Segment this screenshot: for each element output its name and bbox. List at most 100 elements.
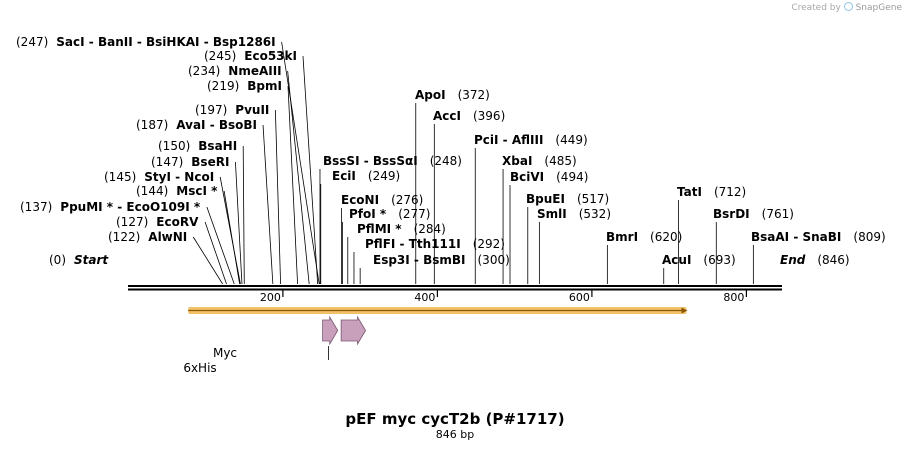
site-position-xbai: (485) <box>544 154 576 168</box>
site-label-smli: SmlI (532) <box>537 207 611 221</box>
site-position-ppumi: (137) <box>20 200 52 214</box>
site-position-nmeaiii: (234) <box>188 64 220 78</box>
site-position-acci: (396) <box>473 109 505 123</box>
site-label-xbai: XbaI (485) <box>502 154 577 168</box>
site-label-bsaai: BsaAI - SnaBI (809) <box>751 230 886 244</box>
enzyme-name: BssSαI <box>373 154 418 168</box>
enzyme-name: BsaAI <box>751 230 789 244</box>
label-separator: - <box>206 118 219 132</box>
orf-arrow <box>188 307 688 314</box>
enzyme-name: BsoBI <box>219 118 257 132</box>
enzyme-name: PpuMI * <box>60 200 114 214</box>
site-label-esp3i: Esp3I - BsmBI (300) <box>373 253 510 267</box>
site-position-bmri: (620) <box>650 230 682 244</box>
site-position-apoi: (372) <box>458 88 490 102</box>
site-label-pfoi: PfoI * (277) <box>349 207 430 221</box>
cut-line-alwni <box>192 236 223 285</box>
site-position-pcii: (449) <box>555 133 587 147</box>
label-separator: - <box>395 237 408 251</box>
site-label-ecii: EciI (249) <box>332 169 400 183</box>
site-label-pflfi: PflFI - Tth111I (292) <box>365 237 505 251</box>
site-position-eco53ki: (245) <box>204 49 236 63</box>
snapgene-logo-icon <box>843 2 853 11</box>
feature-label-6xhis: 6xHis <box>183 361 216 375</box>
site-position-bsrdi: (761) <box>762 207 794 221</box>
site-label-apoi: ApoI (372) <box>415 88 490 102</box>
site-label-pflmi: PflMI * (284) <box>357 222 446 236</box>
enzyme-name: XbaI <box>502 154 532 168</box>
site-label-bsrdi: BsrDI (761) <box>713 207 794 221</box>
site-label-bsahi: (150) BsaHI <box>158 139 237 153</box>
feature-myc-arrow <box>340 315 367 346</box>
site-label-bsssi: BssSI - BssSαI (248) <box>323 154 462 168</box>
cut-line-bpmi <box>287 85 298 285</box>
ruler-ticks: 200 400 600 800 <box>260 290 748 304</box>
site-label-end: End (846) <box>780 253 850 267</box>
sequence-length: 846 bp <box>436 428 474 441</box>
enzyme-name: TatI <box>677 185 702 199</box>
enzyme-name: SmlI <box>537 207 567 221</box>
cut-line-ppumi <box>206 206 235 285</box>
enzyme-name: AccI <box>433 109 461 123</box>
site-label-acci: AccI (396) <box>433 109 505 123</box>
site-position-start: (0) <box>49 253 66 267</box>
site-position-pflfi: (292) <box>473 237 505 251</box>
enzyme-name: BpuEI <box>526 192 565 206</box>
enzyme-name: EcoNI <box>341 193 379 207</box>
cut-site-lines <box>192 41 754 285</box>
site-label-styi: (145) StyI - NcoI <box>104 170 214 184</box>
cut-line-eco53ki <box>302 55 319 285</box>
label-separator: - <box>113 200 126 214</box>
enzyme-name: BpmI <box>247 79 282 93</box>
enzyme-name: BseRI <box>191 155 229 169</box>
enzyme-name: PflFI <box>365 237 395 251</box>
site-label-ecorv: (127) EcoRV <box>116 215 199 229</box>
enzyme-name: AcuI <box>662 253 691 267</box>
enzyme-name: Esp3I <box>373 253 410 267</box>
enzyme-name: EcoRV <box>156 215 199 229</box>
enzyme-name: SnaBI <box>802 230 841 244</box>
site-position-acui: (693) <box>703 253 735 267</box>
enzyme-name: Start <box>74 253 109 267</box>
site-position-bsahi: (150) <box>158 139 190 153</box>
site-position-bcivi: (494) <box>556 170 588 184</box>
label-separator: - <box>499 133 512 147</box>
site-label-nmeaiii: (234) NmeAIII <box>188 64 282 78</box>
enzyme-name: PfoI * <box>349 207 387 221</box>
enzyme-name: MscI * <box>176 184 218 198</box>
site-position-pflmi: (284) <box>414 222 446 236</box>
cut-site-labels: (0) Start (122) AlwNI(127) EcoRV (137) PpuMI *… <box>16 35 886 267</box>
cut-line-ecorv <box>204 221 227 285</box>
site-position-smli: (532) <box>579 207 611 221</box>
enzyme-name: EciI <box>332 169 356 183</box>
site-label-bpuei: BpuEI (517) <box>526 192 609 206</box>
backbone-lower-strand <box>128 288 782 291</box>
site-position-alwni: (122) <box>108 230 140 244</box>
site-label-start: (0) Start <box>49 253 109 267</box>
site-position-saci: (247) <box>16 35 48 49</box>
map-title: pEF myc cycT2b (P#1717) <box>345 410 564 428</box>
cut-line-bseri <box>235 161 243 285</box>
site-position-msci: (144) <box>136 184 168 198</box>
enzyme-name: NcoI <box>184 170 214 184</box>
site-position-avai: (187) <box>136 118 168 132</box>
site-label-avai: (187) AvaI - BsoBI <box>136 118 257 132</box>
site-position-styi: (145) <box>104 170 136 184</box>
enzyme-name: NmeAIII <box>228 64 281 78</box>
site-label-bpmi: (219) BpmI <box>207 79 282 93</box>
tick-label: 400 <box>414 291 435 304</box>
site-position-bpuei: (517) <box>577 192 609 206</box>
site-label-ppumi: (137) PpuMI * - EcoO109I * <box>20 200 201 214</box>
enzyme-name: AvaI <box>176 118 205 132</box>
site-position-ecorv: (127) <box>116 215 148 229</box>
site-position-bseri: (147) <box>151 155 183 169</box>
tick-label: 200 <box>260 291 281 304</box>
enzyme-name: BsrDI <box>713 207 750 221</box>
enzyme-name: BsaHI <box>198 139 237 153</box>
enzyme-name: PciI <box>474 133 499 147</box>
site-label-bseri: (147) BseRI <box>151 155 229 169</box>
site-label-bcivi: BciVI (494) <box>510 170 588 184</box>
site-position-bsssi: (248) <box>430 154 462 168</box>
